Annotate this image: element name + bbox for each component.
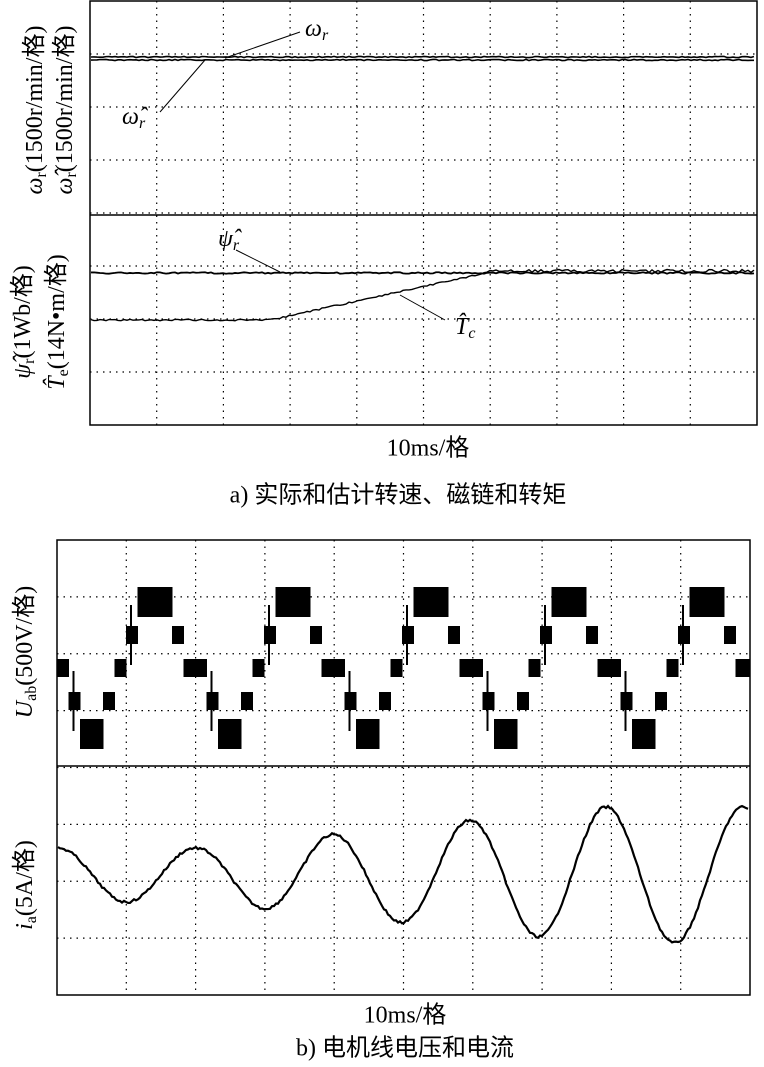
text-part: ω (22, 178, 48, 195)
voltage-band (367, 719, 380, 749)
voltage-band (712, 587, 725, 617)
voltage-band (597, 659, 610, 677)
text-part: (5A/格) (11, 840, 38, 916)
voltage-band (91, 719, 104, 749)
text-part: T̂ (455, 313, 470, 340)
flux-trace (90, 271, 755, 275)
text-part: r (21, 358, 38, 364)
voltage-band (413, 587, 426, 617)
voltage-band (735, 659, 748, 677)
leader-line (235, 249, 281, 273)
voltage-band (298, 587, 311, 617)
voltage-band (632, 719, 644, 749)
x-label: 10ms/格 (387, 435, 470, 462)
voltage-band (229, 719, 242, 749)
trace-label: ωr (305, 16, 329, 44)
voltage-band (655, 692, 667, 710)
voltage-band (287, 587, 299, 617)
voltage-band (551, 587, 564, 617)
voltage-band (643, 719, 656, 749)
text-part: c (468, 325, 475, 342)
voltage-band (195, 659, 207, 677)
leader-line (159, 59, 206, 113)
voltage-band (747, 659, 751, 677)
voltage-band (701, 587, 713, 617)
leader-line (399, 294, 446, 321)
voltage-band (114, 659, 127, 677)
voltage-band (103, 692, 115, 710)
voltage-band (241, 692, 253, 710)
text-part: r (233, 237, 240, 254)
text-part: r (139, 115, 146, 132)
y-label: ia(5A/格) (11, 840, 40, 930)
text-part: r (322, 27, 329, 44)
text-part: r (33, 172, 50, 178)
voltage-band (390, 659, 403, 677)
text-part: ab (23, 686, 40, 701)
voltage-band (425, 587, 437, 617)
voltage-band (333, 659, 345, 677)
voltage-band (137, 587, 150, 617)
voltage-band (517, 692, 529, 710)
voltage-band (183, 659, 196, 677)
voltage-band (57, 659, 69, 677)
trace-label: ω̂r (122, 104, 148, 132)
voltage-band (609, 659, 621, 677)
voltage-band (436, 587, 449, 617)
voltage-band (471, 659, 483, 677)
y-label: ωr(1500r/min/格) (21, 26, 50, 195)
voltage-band (689, 587, 702, 617)
voltage-band (149, 587, 161, 617)
text-part: T̂ (43, 375, 70, 390)
voltage-band (459, 659, 472, 677)
voltage-band (563, 587, 575, 617)
voltage-band (218, 719, 230, 749)
text-part: a (23, 916, 40, 923)
voltage-band (724, 626, 736, 644)
traces (56, 0, 758, 996)
voltage-band (321, 659, 334, 677)
x-label: 10ms/格 (364, 1002, 447, 1029)
caption: b) 电机线电压和电流 (296, 1035, 514, 1062)
speed-trace (90, 55, 755, 59)
voltage-band (80, 719, 92, 749)
text-part: (14N•m/格) (43, 254, 70, 369)
voltage-band (574, 587, 587, 617)
voltage-band (505, 719, 518, 749)
voltage-band (172, 626, 184, 644)
voltage-band (494, 719, 506, 749)
voltage-band (448, 626, 460, 644)
voltage-band (586, 626, 598, 644)
voltage-band (310, 626, 322, 644)
text-part: i (12, 923, 38, 930)
voltage-band (252, 659, 265, 677)
torque-trace (90, 268, 755, 322)
voltage-band (275, 587, 288, 617)
trace-label: ψ̂r (218, 226, 242, 254)
voltage-band (379, 692, 391, 710)
y-label: ψ̂r(1Wb/格) (9, 265, 38, 379)
leader-line (224, 31, 301, 59)
voltage-band (160, 587, 173, 617)
text-part: (500V/格) (11, 586, 38, 686)
trace-label: T̂c (455, 313, 475, 342)
text-part: (1Wb/格) (9, 265, 36, 358)
voltage-band (356, 719, 368, 749)
speed-estimate-trace (90, 58, 755, 62)
text-part: ω (305, 16, 322, 42)
current-trace (57, 804, 749, 944)
y-label: ω̂r(1500r/min/格) (51, 26, 80, 195)
caption: a) 实际和估计转速、磁链和转矩 (230, 482, 567, 509)
text-part: e (55, 369, 72, 376)
y-label: Uab(500V/格) (11, 586, 40, 718)
text-part: (1500r/min/格) (21, 26, 48, 173)
y-label: T̂e(14N•m/格) (43, 254, 72, 390)
text-part: U (12, 699, 38, 718)
text-part: (1500r/min/格) (51, 26, 78, 173)
voltage-band (666, 659, 679, 677)
text-part: r (63, 172, 80, 178)
voltage-band (528, 659, 541, 677)
